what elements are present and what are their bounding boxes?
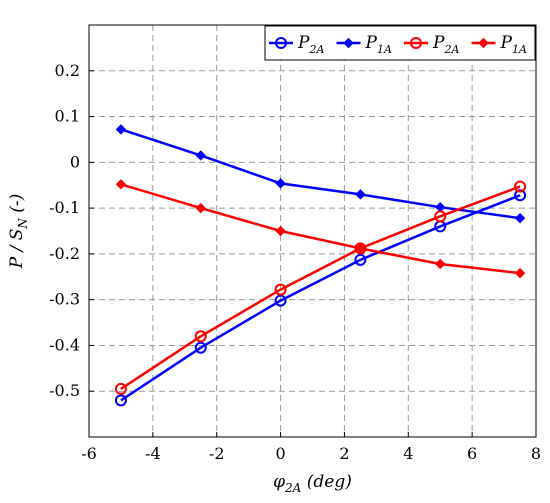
y-tick-label: 0.2 — [55, 61, 80, 80]
data-point — [435, 201, 446, 213]
y-axis-label: P / SN (-) — [7, 194, 30, 270]
legend-label: P2A — [432, 33, 459, 56]
data-point — [274, 283, 287, 296]
x-tick-label: 6 — [467, 444, 477, 463]
legend-label: P1A — [500, 33, 527, 56]
legend-marker — [275, 37, 287, 49]
y-tick-label: -0.3 — [49, 290, 80, 309]
data-point — [514, 189, 527, 202]
legend-item: P2A — [269, 33, 324, 56]
x-tick-label: 0 — [275, 444, 285, 463]
data-point — [115, 124, 127, 135]
legend-label: P1A — [365, 33, 392, 56]
grid — [89, 25, 536, 437]
data-point — [115, 179, 127, 190]
data-point — [275, 225, 286, 237]
axis-ticks: -6 -4 -2 0 2 4 6 8 -0.5 -0.4 -0.3 -0.2 -0.1 0 0.1 0.2 — [49, 61, 541, 463]
data-point — [114, 382, 127, 395]
legend-marker — [343, 37, 354, 49]
legend-item: P1A — [471, 33, 527, 56]
series-line — [120, 183, 521, 275]
y-tick-label: 0.1 — [55, 107, 80, 126]
data-point — [275, 178, 286, 189]
x-tick-label: -4 — [145, 444, 161, 463]
y-tick-label: 0 — [70, 152, 80, 171]
data-point — [355, 243, 366, 254]
legend: P2A P1A P2A P1A — [264, 25, 536, 61]
series-3 — [115, 179, 526, 279]
series-line — [120, 128, 521, 220]
data-point — [114, 394, 127, 407]
x-tick-label: 4 — [403, 444, 413, 463]
data-point — [194, 341, 207, 354]
data-point — [514, 267, 526, 279]
data-point — [434, 210, 447, 223]
legend-label: P2A — [297, 33, 324, 56]
data-point — [355, 189, 366, 200]
x-axis-label: φ2A (deg) — [273, 472, 352, 495]
y-tick-label: -0.2 — [49, 244, 80, 263]
y-tick-label: -0.5 — [49, 381, 80, 400]
data-point — [195, 150, 206, 161]
x-tick-label: -6 — [81, 444, 97, 463]
x-tick-label: -2 — [209, 444, 225, 463]
x-tick-label: 8 — [531, 444, 541, 463]
series-layer — [114, 124, 527, 407]
legend-marker — [478, 37, 489, 49]
legend-item: P2A — [404, 33, 459, 56]
series-2 — [114, 180, 527, 395]
y-tick-label: -0.4 — [49, 335, 80, 354]
data-point — [194, 330, 207, 343]
data-point — [435, 258, 446, 270]
series-line — [120, 185, 521, 390]
plot-area — [88, 24, 537, 438]
data-point — [354, 253, 367, 266]
data-point — [514, 180, 527, 193]
data-point — [195, 202, 206, 214]
data-point — [514, 212, 526, 224]
series-0 — [114, 189, 527, 407]
series-1 — [115, 124, 526, 224]
series-line — [120, 194, 521, 402]
x-tick-label: 2 — [339, 444, 349, 463]
y-tick-label: -0.1 — [49, 198, 80, 217]
legend-marker — [410, 37, 422, 49]
legend-item: P1A — [336, 33, 392, 56]
